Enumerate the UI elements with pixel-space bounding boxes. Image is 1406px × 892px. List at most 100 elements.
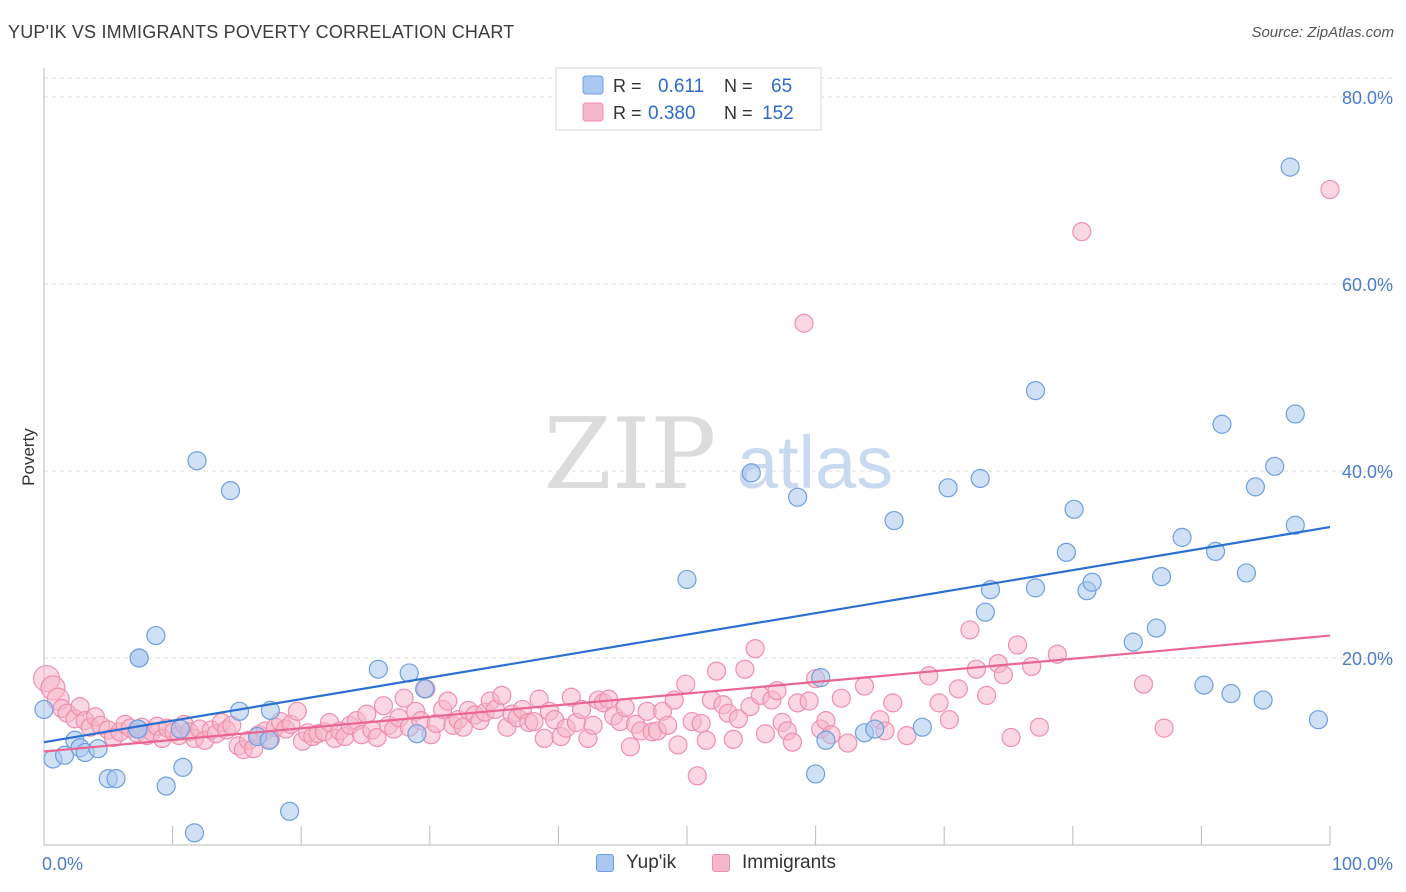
immigrants-point bbox=[977, 685, 997, 706]
yupik-point bbox=[280, 801, 300, 821]
immigrants-point bbox=[1072, 222, 1092, 242]
immigrants-point bbox=[929, 693, 949, 713]
watermark-zip: ZIP bbox=[544, 398, 717, 512]
yupik-point bbox=[368, 659, 388, 679]
immigrants-swatch bbox=[582, 102, 604, 122]
immigrants-point bbox=[696, 730, 716, 750]
immigrants-point bbox=[794, 313, 814, 333]
yupik-trend-line bbox=[43, 526, 1331, 744]
yupik-point bbox=[184, 823, 205, 843]
yupik-point bbox=[1253, 690, 1273, 710]
yupik-point bbox=[970, 468, 990, 489]
immigrants-point bbox=[854, 676, 875, 696]
immigrants-point bbox=[1001, 727, 1021, 748]
immigrants-point bbox=[394, 688, 414, 708]
immigrants-point bbox=[966, 659, 986, 679]
legend-item-yupik[interactable]: Yup'ik bbox=[596, 852, 676, 874]
yupik-point bbox=[741, 463, 761, 483]
yupik-point bbox=[106, 769, 126, 789]
yupik-point bbox=[220, 481, 241, 501]
immigrants-point bbox=[838, 733, 858, 753]
immigrants-point bbox=[571, 699, 592, 720]
yupik-points bbox=[34, 157, 1329, 843]
yupik-point bbox=[1194, 675, 1214, 695]
watermark-atlas: atlas bbox=[737, 421, 893, 504]
yupik-point bbox=[1082, 572, 1102, 592]
immigrants-point bbox=[687, 766, 707, 786]
immigrants-point bbox=[1029, 717, 1049, 737]
yupik-point bbox=[1146, 618, 1166, 638]
yupik-point bbox=[1123, 632, 1143, 652]
yupik-point bbox=[415, 679, 435, 699]
yupik-point bbox=[805, 764, 826, 784]
grid-lines bbox=[44, 77, 1393, 659]
immigrants-point bbox=[438, 691, 458, 711]
immigrants-point bbox=[939, 710, 959, 730]
yupik-point bbox=[407, 724, 427, 744]
yupik-point bbox=[1056, 542, 1076, 562]
yupik-point bbox=[816, 730, 836, 750]
legend-label-immigrants: Immigrants bbox=[742, 852, 836, 873]
immigrants-point bbox=[373, 696, 394, 716]
immigrants-point bbox=[993, 665, 1013, 685]
bottom-legend: Yup'ik Immigrants bbox=[0, 852, 1406, 878]
legend-swatch-yupik bbox=[596, 854, 614, 872]
yupik-point bbox=[170, 719, 190, 739]
immigrants-point bbox=[1007, 635, 1028, 655]
immigrants-point bbox=[620, 737, 641, 757]
immigrants-point bbox=[534, 728, 554, 749]
yupik-r-label: R = bbox=[613, 76, 642, 96]
yupik-point bbox=[259, 730, 279, 750]
immigrants-point bbox=[706, 661, 727, 681]
yupik-point bbox=[146, 625, 166, 646]
yupik-point bbox=[1064, 499, 1084, 519]
yupik-point bbox=[173, 757, 193, 777]
yupik-point bbox=[1212, 414, 1232, 434]
yupik-point bbox=[1025, 578, 1046, 598]
y-tick-label: 80.0% bbox=[1342, 88, 1393, 108]
yupik-point bbox=[1265, 456, 1285, 476]
legend-label-yupik: Yup'ik bbox=[626, 852, 677, 873]
immigrants-point bbox=[615, 697, 635, 718]
yupik-point bbox=[884, 510, 904, 531]
x-tick-labels: 0.0% 100.0% bbox=[42, 854, 1393, 874]
immigrants-point bbox=[676, 674, 696, 694]
immigrants-point bbox=[728, 709, 749, 729]
yupik-point bbox=[787, 487, 808, 507]
immigrants-point bbox=[799, 691, 819, 711]
immigrants-point bbox=[668, 735, 688, 755]
yupik-n-value: 65 bbox=[771, 76, 792, 97]
yupik-point bbox=[1172, 527, 1192, 547]
yupik-point bbox=[1236, 563, 1257, 583]
stats-legend: R = 0.611 N = 65 R = 0.380 N = 152 bbox=[555, 67, 822, 131]
y-axis-label: Poverty bbox=[19, 428, 38, 486]
immigrants-point bbox=[735, 659, 755, 679]
legend-item-immigrants[interactable]: Immigrants bbox=[712, 852, 836, 874]
immigrants-point bbox=[960, 620, 980, 640]
immigrants-trend-line bbox=[43, 634, 1331, 753]
immigrants-point bbox=[948, 679, 968, 699]
yupik-point bbox=[1025, 380, 1046, 401]
yupik-point bbox=[677, 569, 697, 590]
source-label: Source: ZipAtlas.com bbox=[1251, 24, 1394, 41]
immigrants-point bbox=[367, 727, 387, 748]
immigrants-point bbox=[357, 704, 377, 724]
yupik-r-value: 0.611 bbox=[658, 76, 704, 97]
immigrants-point bbox=[919, 666, 939, 686]
yupik-point bbox=[1221, 683, 1241, 704]
yupik-point bbox=[187, 451, 207, 471]
yupik-point bbox=[1245, 477, 1266, 497]
chart-title: YUP'IK VS IMMIGRANTS POVERTY CORRELATION… bbox=[8, 22, 515, 42]
immigrants-point bbox=[831, 688, 851, 708]
yupik-point bbox=[1285, 515, 1305, 535]
axes bbox=[43, 68, 1331, 846]
yupik-point bbox=[1151, 567, 1172, 587]
yupik-point bbox=[912, 717, 932, 737]
yupik-point bbox=[975, 602, 995, 622]
yupik-point bbox=[156, 776, 176, 796]
yupik-point bbox=[1280, 157, 1300, 177]
yupik-point bbox=[938, 478, 958, 498]
yupik-point bbox=[865, 719, 885, 739]
yupik-point bbox=[129, 648, 149, 668]
